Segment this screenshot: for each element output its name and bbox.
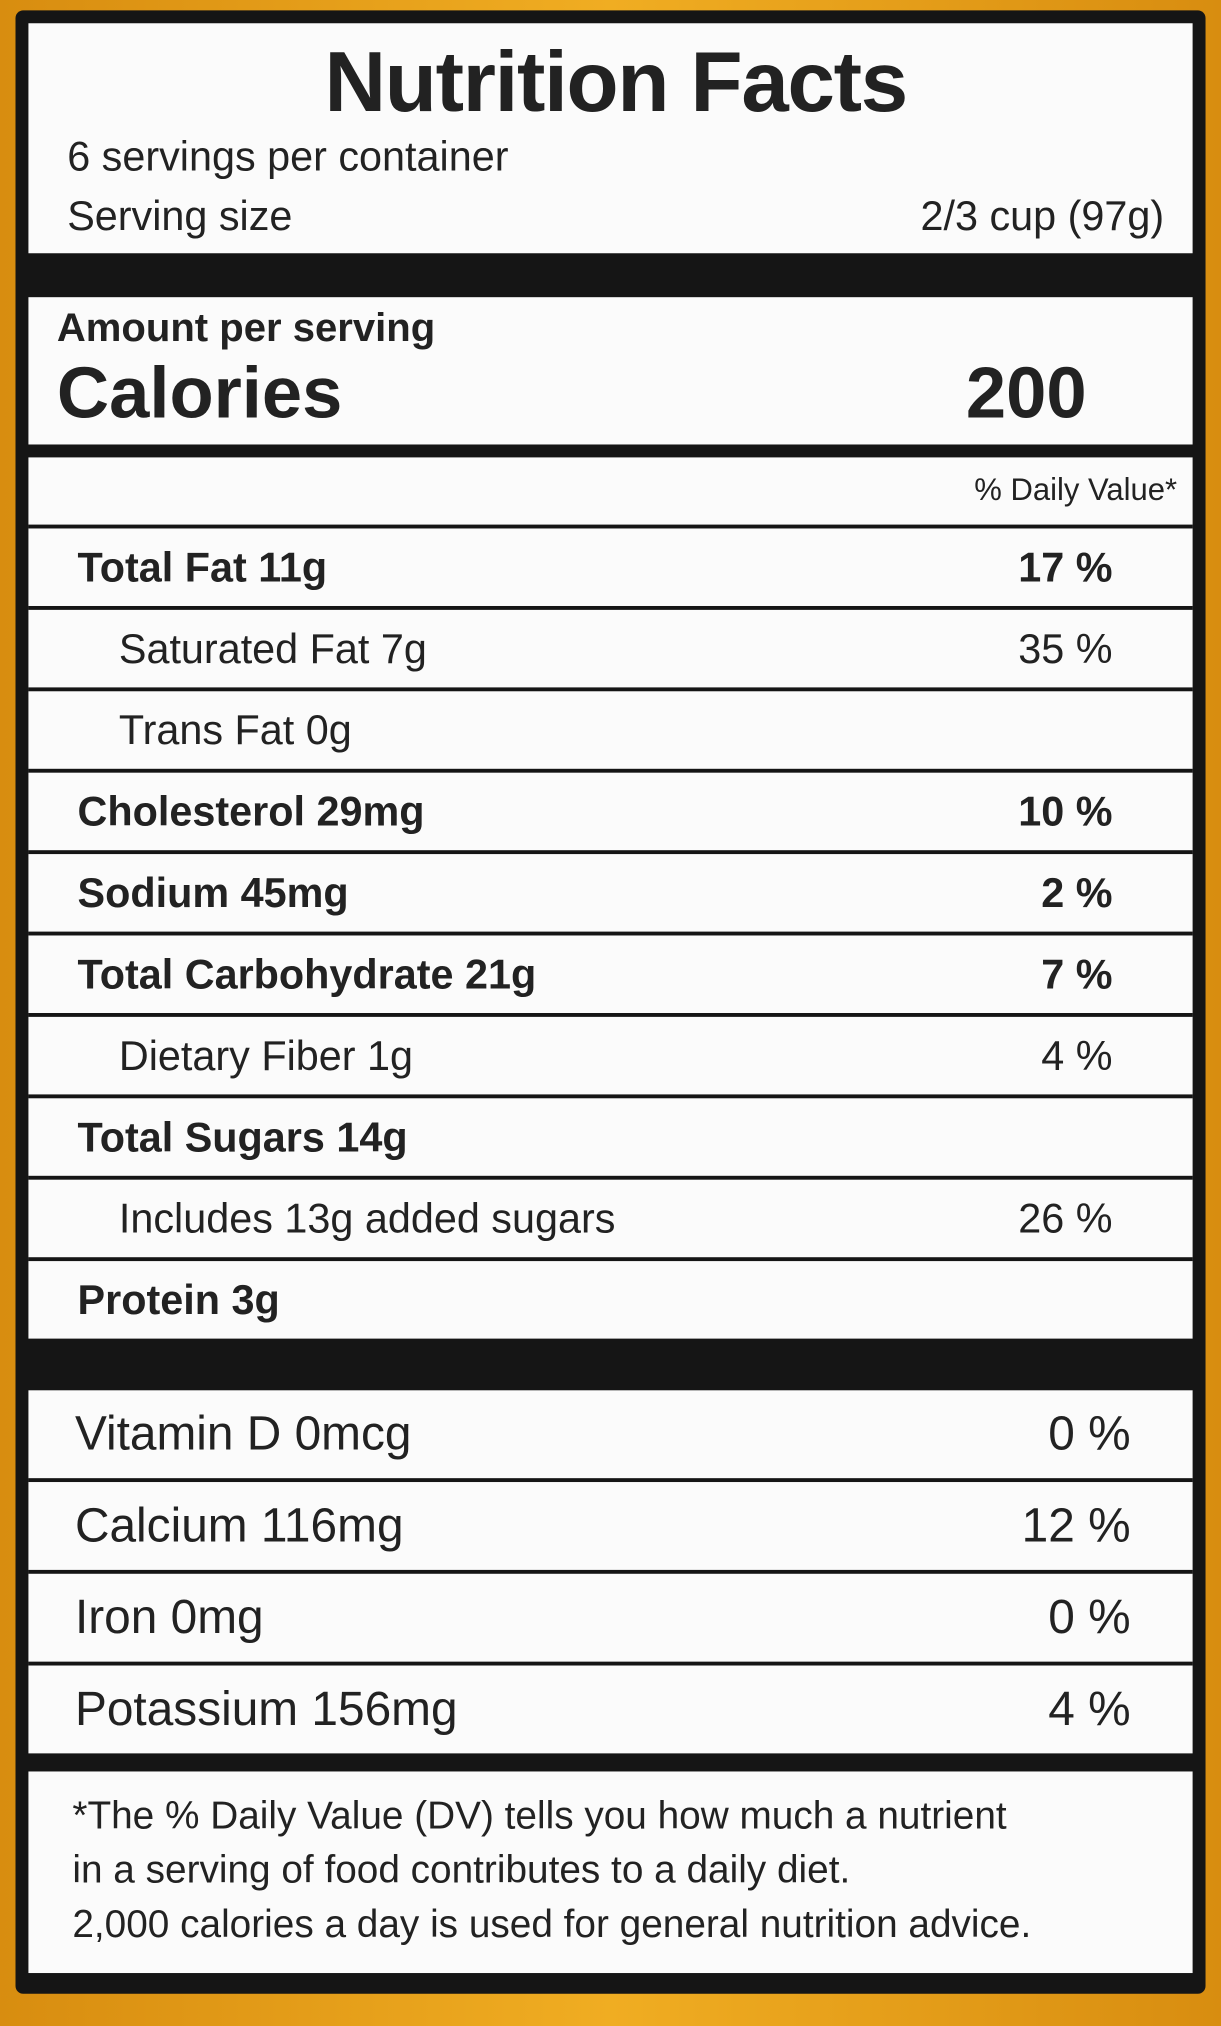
nutrient-row: Total Fat 11g 17 % bbox=[28, 524, 1193, 606]
divider bbox=[16, 1753, 1206, 1771]
nutrient-row: Trans Fat 0g bbox=[28, 687, 1193, 768]
nutrient-label: Saturated Fat 7g bbox=[118, 624, 427, 672]
nutrient-dv: 17 % bbox=[1018, 543, 1113, 590]
mineral-row: Vitamin D 0mcg 0 % bbox=[28, 1390, 1192, 1478]
mineral-dv: 0 % bbox=[1048, 1590, 1131, 1644]
nutrient-dv: 4 % bbox=[1041, 1031, 1113, 1079]
mineral-label: Potassium 156mg bbox=[74, 1682, 458, 1736]
serving-size-label: Serving size bbox=[67, 192, 293, 240]
calories-row: Calories 200 bbox=[57, 351, 1164, 434]
nutrient-row: Saturated Fat 7g 35 % bbox=[28, 605, 1193, 687]
nutrient-row: Includes 13g added sugars 26 % bbox=[28, 1175, 1193, 1257]
divider bbox=[16, 444, 1206, 457]
mineral-label: Calcium 116mg bbox=[74, 1498, 404, 1552]
nutrient-label: Total Sugars 14g bbox=[77, 1113, 408, 1160]
footnote: *The % Daily Value (DV) tells you how mu… bbox=[28, 1771, 1193, 1974]
mineral-row: Iron 0mg 0 % bbox=[28, 1569, 1193, 1662]
mineral-dv: 12 % bbox=[1021, 1498, 1131, 1552]
servings-text: 6 servings per container bbox=[67, 133, 509, 180]
nutrient-label: Cholesterol 29mg bbox=[77, 787, 425, 835]
header: Nutrition Facts 6 servings per container… bbox=[28, 23, 1193, 254]
nutrients: % Daily Value* Total Fat 11g 17 % Saturate… bbox=[28, 457, 1193, 1339]
nutrient-row: Protein 3g bbox=[28, 1257, 1193, 1338]
nutrient-row: Sodium 45mg 2 % bbox=[28, 850, 1193, 931]
nutrient-label: Dietary Fiber 1g bbox=[118, 1031, 414, 1079]
nutrition-label: Nutrition Facts 6 servings per container… bbox=[15, 10, 1206, 1994]
amount-per-serving: Amount per serving bbox=[56, 304, 436, 351]
nutrient-label: Sodium 45mg bbox=[77, 868, 349, 916]
calories-section: Amount per serving Calories 200 bbox=[28, 297, 1193, 445]
divider bbox=[16, 253, 1206, 297]
nutrient-row: Total Sugars 14g bbox=[28, 1094, 1193, 1175]
mineral-row: Potassium 156mg 4 % bbox=[28, 1661, 1193, 1754]
nutrient-dv: 2 % bbox=[1041, 868, 1113, 916]
minerals: Vitamin D 0mcg 0 % Calcium 116mg 12 % Iron 0… bbox=[28, 1390, 1193, 1754]
calories-value: 200 bbox=[965, 351, 1087, 433]
title: Nutrition Facts bbox=[324, 33, 909, 130]
nutrient-label: Protein 3g bbox=[77, 1275, 280, 1323]
nutrient-row: Dietary Fiber 1g 4 % bbox=[28, 1013, 1193, 1094]
daily-value-header: % Daily Value* bbox=[974, 472, 1178, 508]
nutrient-label: Total Fat 11g bbox=[77, 543, 328, 590]
servings: 6 servings per container bbox=[67, 127, 1164, 186]
nutrient-row: Cholesterol 29mg 10 % bbox=[28, 768, 1193, 850]
calories-label: Calories bbox=[56, 351, 343, 433]
nutrient-dv: 10 % bbox=[1018, 787, 1113, 835]
nutrient-dv: 26 % bbox=[1018, 1194, 1113, 1242]
serving-size-value: 2/3 cup (97g) bbox=[920, 192, 1165, 240]
mineral-row: Calcium 116mg 12 % bbox=[28, 1478, 1193, 1570]
nutrient-dv: 7 % bbox=[1041, 950, 1113, 997]
mineral-dv: 0 % bbox=[1048, 1407, 1131, 1461]
mineral-label: Vitamin D 0mcg bbox=[74, 1407, 412, 1461]
footnote-line: in a serving of food contributes to a da… bbox=[72, 1848, 851, 1892]
footnote-line: 2,000 calories a day is used for general… bbox=[72, 1903, 1032, 1946]
nutrient-label: Total Carbohydrate 21g bbox=[77, 950, 537, 997]
nutrient-label: Includes 13g added sugars bbox=[118, 1194, 616, 1242]
serving-size: Serving size 2/3 cup (97g) bbox=[67, 186, 1164, 245]
mineral-label: Iron 0mg bbox=[74, 1590, 264, 1644]
mineral-dv: 4 % bbox=[1048, 1682, 1131, 1736]
divider bbox=[16, 1339, 1206, 1391]
nutrient-row: Total Carbohydrate 21g 7 % bbox=[28, 931, 1193, 1013]
nutrient-dv: 35 % bbox=[1018, 624, 1113, 672]
footnote-line: *The % Daily Value (DV) tells you how mu… bbox=[72, 1794, 1007, 1838]
nutrient-label: Trans Fat 0g bbox=[118, 706, 352, 753]
